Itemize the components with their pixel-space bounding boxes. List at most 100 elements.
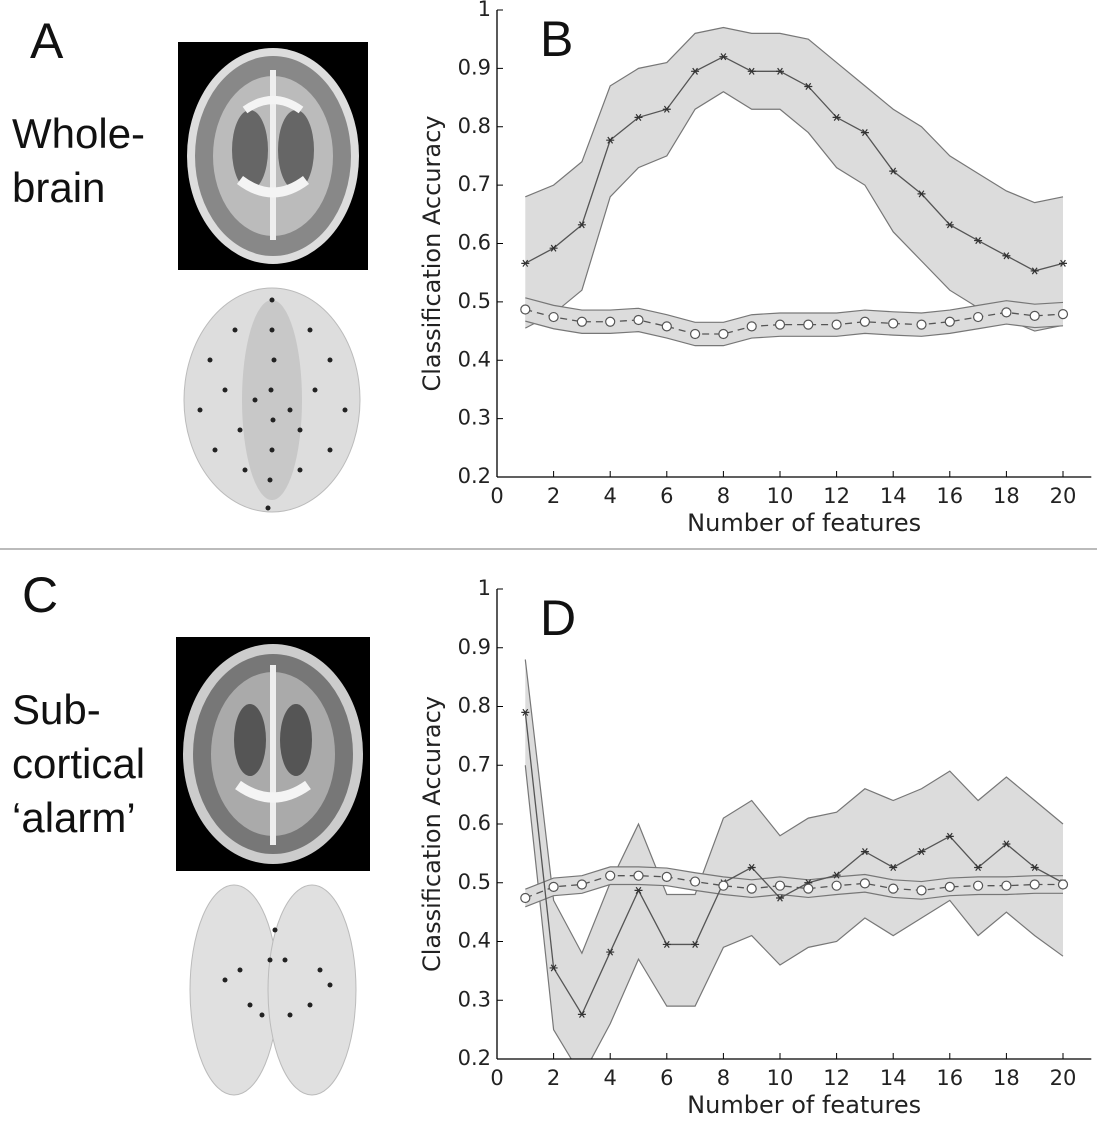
point-marker bbox=[1002, 308, 1011, 317]
point-marker bbox=[719, 329, 728, 338]
point-marker bbox=[606, 871, 615, 880]
x-tick-label: 20 bbox=[1050, 1066, 1077, 1090]
panel-text: Sub- bbox=[12, 686, 101, 733]
y-tick-label: 0.5 bbox=[458, 289, 491, 313]
x-tick-label: 4 bbox=[604, 484, 617, 508]
panel-label: A bbox=[30, 13, 64, 69]
point-marker bbox=[776, 881, 785, 890]
x-tick-label: 4 bbox=[604, 1066, 617, 1090]
confidence-band bbox=[525, 28, 1063, 332]
point-marker bbox=[747, 884, 756, 893]
point-marker bbox=[860, 879, 869, 888]
y-axis-label: Classification Accuracy bbox=[418, 696, 446, 972]
panel-text: brain bbox=[12, 164, 105, 211]
point-marker bbox=[1030, 880, 1039, 889]
point-marker bbox=[719, 881, 728, 890]
x-tick-label: 14 bbox=[880, 1066, 907, 1090]
brain-render-a bbox=[184, 288, 360, 512]
x-tick-label: 10 bbox=[767, 484, 794, 508]
point-marker bbox=[1059, 880, 1068, 889]
point-marker bbox=[606, 317, 615, 326]
x-tick-label: 16 bbox=[936, 484, 963, 508]
y-tick-label: 0.4 bbox=[458, 929, 491, 953]
panel-text: Whole- bbox=[12, 110, 145, 157]
x-tick-label: 10 bbox=[767, 1066, 794, 1090]
x-tick-label: 6 bbox=[660, 484, 673, 508]
point-marker bbox=[974, 313, 983, 322]
y-tick-label: 0.7 bbox=[458, 172, 491, 196]
y-tick-label: 0.4 bbox=[458, 347, 491, 371]
point-marker bbox=[747, 322, 756, 331]
point-marker bbox=[521, 305, 530, 314]
y-tick-label: 1 bbox=[478, 0, 491, 21]
x-tick-label: 14 bbox=[880, 484, 907, 508]
x-tick-label: 8 bbox=[717, 1066, 730, 1090]
x-tick-label: 18 bbox=[993, 484, 1020, 508]
x-tick-label: 16 bbox=[936, 1066, 963, 1090]
x-tick-label: 2 bbox=[547, 484, 560, 508]
point-marker bbox=[662, 322, 671, 331]
point-marker bbox=[691, 329, 700, 338]
point-marker bbox=[1002, 881, 1011, 890]
y-tick-label: 0.6 bbox=[458, 231, 491, 255]
point-marker bbox=[634, 871, 643, 880]
point-marker bbox=[917, 886, 926, 895]
point-marker bbox=[832, 320, 841, 329]
panel-text: cortical bbox=[12, 740, 145, 787]
y-tick-label: 0.9 bbox=[458, 635, 491, 659]
point-marker bbox=[634, 315, 643, 324]
point-marker bbox=[549, 313, 558, 322]
x-tick-label: 0 bbox=[490, 1066, 503, 1090]
y-axis-label: Classification Accuracy bbox=[418, 116, 446, 392]
y-tick-label: 0.8 bbox=[458, 114, 491, 138]
point-marker bbox=[889, 319, 898, 328]
brain-slice-c bbox=[176, 637, 370, 871]
point-marker bbox=[974, 881, 983, 890]
point-marker bbox=[662, 872, 671, 881]
panel-label: C bbox=[22, 567, 58, 623]
y-tick-label: 0.7 bbox=[458, 752, 491, 776]
point-marker bbox=[577, 317, 586, 326]
x-tick-label: 12 bbox=[823, 1066, 850, 1090]
point-marker bbox=[917, 320, 926, 329]
figure: A Whole-brain C Sub-cortical ‘alarm’ B 0.2 0.3 0… bbox=[0, 0, 1097, 1121]
point-marker bbox=[945, 317, 954, 326]
point-marker bbox=[860, 317, 869, 326]
x-axis-label: Number of features bbox=[687, 1091, 921, 1119]
panel-text: ‘alarm’ bbox=[12, 794, 136, 841]
point-marker bbox=[1030, 311, 1039, 320]
y-tick-label: 0.2 bbox=[458, 1046, 491, 1070]
y-tick-label: 0.9 bbox=[458, 55, 491, 79]
point-marker bbox=[945, 882, 954, 891]
x-tick-label: 6 bbox=[660, 1066, 673, 1090]
x-tick-label: 12 bbox=[823, 484, 850, 508]
x-tick-label: 2 bbox=[547, 1066, 560, 1090]
plot-area bbox=[521, 28, 1068, 346]
point-marker bbox=[549, 882, 558, 891]
y-tick-label: 1 bbox=[478, 576, 491, 600]
point-marker bbox=[577, 880, 586, 889]
point-marker bbox=[804, 884, 813, 893]
y-tick-label: 0.2 bbox=[458, 464, 491, 488]
point-marker bbox=[1059, 310, 1068, 319]
plot-area bbox=[521, 660, 1068, 1077]
y-tick-label: 0.5 bbox=[458, 870, 491, 894]
x-tick-label: 0 bbox=[490, 484, 503, 508]
brain-render-c bbox=[190, 885, 356, 1095]
y-tick-label: 0.8 bbox=[458, 694, 491, 718]
y-tick-label: 0.3 bbox=[458, 406, 491, 430]
y-tick-label: 0.6 bbox=[458, 811, 491, 835]
panel-label: D bbox=[540, 590, 576, 646]
point-marker bbox=[804, 320, 813, 329]
point-marker bbox=[832, 881, 841, 890]
point-marker bbox=[521, 894, 530, 903]
point-marker bbox=[691, 877, 700, 886]
x-tick-label: 8 bbox=[717, 484, 730, 508]
brain-slice-a bbox=[178, 42, 368, 270]
point-marker bbox=[776, 320, 785, 329]
x-tick-label: 20 bbox=[1050, 484, 1077, 508]
point-marker bbox=[889, 884, 898, 893]
x-axis-label: Number of features bbox=[687, 509, 921, 537]
panel-label: B bbox=[540, 11, 573, 67]
y-tick-label: 0.3 bbox=[458, 987, 491, 1011]
